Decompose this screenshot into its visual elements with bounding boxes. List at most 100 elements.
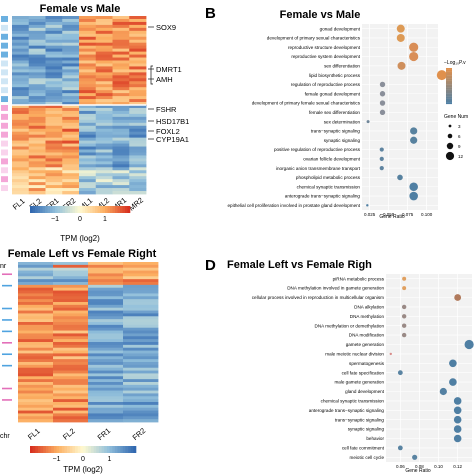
heat-cell bbox=[123, 396, 159, 400]
heat-cell bbox=[79, 161, 97, 165]
dot bbox=[410, 127, 418, 135]
heat-cell bbox=[45, 96, 63, 100]
heat-cell bbox=[12, 158, 30, 162]
heat-cell bbox=[129, 128, 147, 133]
heat-cell bbox=[28, 96, 46, 100]
term-label: regulation of reproductive process bbox=[291, 82, 361, 87]
heat-cell bbox=[18, 304, 54, 309]
heat-cell bbox=[53, 282, 89, 286]
panel-c-title: Female Left vs Female Right bbox=[8, 248, 157, 260]
heat-cell bbox=[129, 93, 147, 97]
heat-cell bbox=[12, 152, 30, 156]
heat-cell bbox=[112, 81, 130, 85]
heat-cell bbox=[88, 333, 124, 337]
heat-cell bbox=[129, 176, 147, 180]
heat-cell bbox=[45, 90, 63, 94]
side-annotation bbox=[2, 399, 12, 401]
heat-cell bbox=[53, 362, 89, 366]
heat-cell bbox=[28, 105, 46, 109]
heat-cell bbox=[112, 105, 130, 109]
heat-cell bbox=[95, 54, 113, 58]
term-label: DNA alkylation bbox=[354, 305, 384, 310]
term-label: anterograde trans−synaptic signaling bbox=[309, 408, 385, 413]
panel-d-letter: D bbox=[205, 257, 216, 274]
heat-cell bbox=[88, 262, 124, 266]
heat-cell bbox=[88, 293, 124, 297]
heat-cell bbox=[18, 362, 54, 366]
heat-cell bbox=[112, 99, 130, 103]
heat-cell bbox=[79, 146, 97, 150]
heat-cell bbox=[28, 60, 46, 64]
heat-cell bbox=[62, 72, 80, 76]
colorbar-swatch bbox=[133, 446, 137, 453]
gene-label: HSD17B1 bbox=[156, 117, 189, 126]
colorbar-swatch bbox=[96, 446, 100, 453]
panel-b-title: Female vs Male bbox=[280, 9, 361, 21]
heat-cell bbox=[112, 185, 130, 189]
heat-cell bbox=[129, 134, 147, 139]
colorbar-swatch bbox=[120, 446, 124, 453]
heat-cell bbox=[95, 140, 113, 144]
heat-cell bbox=[18, 364, 54, 369]
heat-cell bbox=[18, 339, 54, 343]
term-label: cell fate specification bbox=[342, 370, 385, 375]
heat-cell bbox=[28, 182, 46, 186]
heat-cell bbox=[112, 90, 130, 94]
heat-cell bbox=[12, 16, 30, 20]
dot bbox=[409, 191, 418, 201]
colorbar-tick: −1 bbox=[53, 456, 61, 463]
heat-cell bbox=[12, 81, 30, 85]
heat-cell bbox=[53, 387, 89, 391]
heat-cell bbox=[18, 310, 54, 314]
panel-d: D Female Left vs Female Righ 0.06 0.08 0.1… bbox=[205, 257, 474, 474]
heat-cell bbox=[88, 359, 124, 363]
heat-cell bbox=[112, 78, 130, 82]
heat-cell bbox=[112, 116, 130, 121]
heat-cell bbox=[95, 131, 113, 136]
side-annotation bbox=[2, 364, 12, 367]
legend-color-swatch bbox=[446, 86, 452, 88]
term-label: trans−synaptic signaling bbox=[335, 417, 385, 422]
colorbar-swatch bbox=[67, 446, 71, 453]
heat-cell bbox=[18, 359, 54, 363]
heat-cell bbox=[95, 78, 113, 82]
dot bbox=[464, 339, 474, 350]
heat-cell bbox=[112, 146, 130, 150]
colorbar-swatch bbox=[85, 446, 89, 453]
heat-cell bbox=[79, 24, 97, 29]
legend-color-swatch bbox=[446, 73, 452, 76]
heat-cell bbox=[112, 170, 130, 174]
heat-cell bbox=[45, 140, 63, 144]
colorbar-swatch bbox=[88, 446, 92, 453]
heat-cell bbox=[129, 164, 147, 168]
heat-cell bbox=[88, 407, 124, 411]
heat-cell bbox=[18, 407, 54, 411]
term-label: reproductive system development bbox=[291, 54, 360, 59]
heat-cell bbox=[112, 54, 130, 58]
heat-cell bbox=[45, 155, 63, 159]
heatmap-a bbox=[1, 16, 147, 195]
heat-cell bbox=[88, 287, 124, 291]
heat-cell bbox=[45, 170, 63, 174]
colorbar-swatch bbox=[80, 446, 84, 453]
heat-cell bbox=[28, 116, 46, 121]
heat-cell bbox=[53, 273, 89, 277]
heat-cell bbox=[123, 384, 159, 389]
side-annotation bbox=[1, 42, 8, 49]
heat-cell bbox=[88, 387, 124, 391]
heat-cell bbox=[28, 176, 46, 180]
term-label: trans−synaptic signaling bbox=[311, 129, 361, 134]
heat-cell bbox=[129, 75, 147, 79]
heat-cell bbox=[95, 30, 113, 35]
heat-cell bbox=[53, 276, 89, 280]
heat-cell bbox=[129, 105, 147, 109]
heat-cell bbox=[123, 273, 159, 277]
heat-cell bbox=[129, 110, 147, 115]
heat-cell bbox=[88, 304, 124, 309]
heat-cell bbox=[112, 158, 130, 162]
heat-cell bbox=[12, 113, 30, 118]
legend-color-swatch bbox=[446, 75, 452, 78]
heat-cell bbox=[123, 307, 159, 311]
heat-cell bbox=[45, 60, 63, 64]
heat-cell bbox=[62, 78, 80, 82]
